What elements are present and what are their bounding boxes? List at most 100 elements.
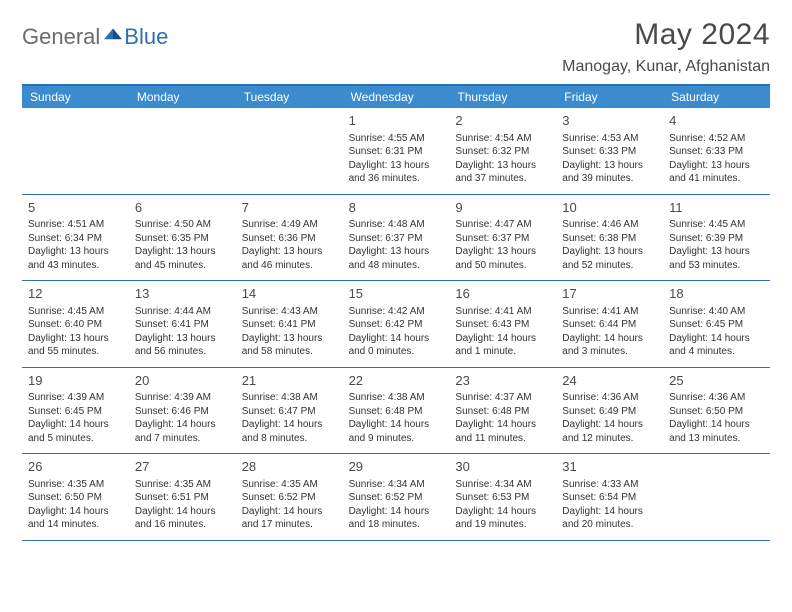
day-detail-line: Sunset: 6:35 PM [135, 232, 230, 246]
day-detail-line: and 52 minutes. [562, 259, 657, 273]
day-cell: 10Sunrise: 4:46 AMSunset: 6:38 PMDayligh… [556, 195, 663, 281]
day-detail-line: Sunrise: 4:54 AM [455, 132, 550, 146]
day-detail-line: Daylight: 13 hours [669, 245, 764, 259]
day-detail-line: Daylight: 14 hours [135, 505, 230, 519]
day-detail-line: Sunset: 6:54 PM [562, 491, 657, 505]
week-row: 26Sunrise: 4:35 AMSunset: 6:50 PMDayligh… [22, 454, 770, 541]
day-detail-line: Sunset: 6:38 PM [562, 232, 657, 246]
weekday-label: Monday [129, 86, 236, 108]
day-detail-line: Daylight: 13 hours [455, 245, 550, 259]
day-cell: 13Sunrise: 4:44 AMSunset: 6:41 PMDayligh… [129, 281, 236, 367]
day-detail-line: Sunrise: 4:42 AM [349, 305, 444, 319]
day-detail-line: and 7 minutes. [135, 432, 230, 446]
day-detail-line: Daylight: 13 hours [349, 159, 444, 173]
day-detail-line: Daylight: 13 hours [135, 245, 230, 259]
day-detail-line: Sunrise: 4:46 AM [562, 218, 657, 232]
day-cell: 19Sunrise: 4:39 AMSunset: 6:45 PMDayligh… [22, 368, 129, 454]
day-number: 24 [562, 372, 657, 390]
day-detail-line: and 55 minutes. [28, 345, 123, 359]
day-detail-line: Sunset: 6:50 PM [28, 491, 123, 505]
day-detail-line: Sunrise: 4:34 AM [349, 478, 444, 492]
title-block: May 2024 Manogay, Kunar, Afghanistan [562, 18, 770, 76]
day-number: 13 [135, 285, 230, 303]
day-detail-line: Sunrise: 4:55 AM [349, 132, 444, 146]
day-detail-line: Sunset: 6:34 PM [28, 232, 123, 246]
day-detail-line: Sunset: 6:45 PM [669, 318, 764, 332]
weeks-container: 1Sunrise: 4:55 AMSunset: 6:31 PMDaylight… [22, 108, 770, 541]
day-detail-line: Sunrise: 4:44 AM [135, 305, 230, 319]
day-detail-line: Sunrise: 4:45 AM [669, 218, 764, 232]
day-detail-line: and 39 minutes. [562, 172, 657, 186]
day-detail-line: and 43 minutes. [28, 259, 123, 273]
day-detail-line: Sunrise: 4:47 AM [455, 218, 550, 232]
empty-cell [22, 108, 129, 194]
day-detail-line: Sunrise: 4:52 AM [669, 132, 764, 146]
day-detail-line: Daylight: 13 hours [349, 245, 444, 259]
day-detail-line: Daylight: 13 hours [242, 245, 337, 259]
day-number: 11 [669, 199, 764, 217]
day-detail-line: Daylight: 14 hours [28, 418, 123, 432]
day-cell: 29Sunrise: 4:34 AMSunset: 6:52 PMDayligh… [343, 454, 450, 540]
day-detail-line: Daylight: 14 hours [562, 332, 657, 346]
day-cell: 6Sunrise: 4:50 AMSunset: 6:35 PMDaylight… [129, 195, 236, 281]
day-detail-line: and 45 minutes. [135, 259, 230, 273]
day-cell: 9Sunrise: 4:47 AMSunset: 6:37 PMDaylight… [449, 195, 556, 281]
day-detail-line: and 37 minutes. [455, 172, 550, 186]
day-detail-line: Daylight: 13 hours [135, 332, 230, 346]
day-detail-line: Daylight: 14 hours [455, 418, 550, 432]
day-number: 19 [28, 372, 123, 390]
day-cell: 8Sunrise: 4:48 AMSunset: 6:37 PMDaylight… [343, 195, 450, 281]
day-number: 4 [669, 112, 764, 130]
week-row: 12Sunrise: 4:45 AMSunset: 6:40 PMDayligh… [22, 281, 770, 368]
day-detail-line: Sunrise: 4:41 AM [455, 305, 550, 319]
day-cell: 12Sunrise: 4:45 AMSunset: 6:40 PMDayligh… [22, 281, 129, 367]
day-number: 8 [349, 199, 444, 217]
day-detail-line: Sunset: 6:43 PM [455, 318, 550, 332]
day-detail-line: Sunrise: 4:41 AM [562, 305, 657, 319]
day-detail-line: Sunset: 6:42 PM [349, 318, 444, 332]
day-detail-line: and 11 minutes. [455, 432, 550, 446]
day-detail-line: Sunset: 6:52 PM [349, 491, 444, 505]
day-detail-line: Sunset: 6:45 PM [28, 405, 123, 419]
day-number: 21 [242, 372, 337, 390]
day-detail-line: and 53 minutes. [669, 259, 764, 273]
day-detail-line: and 20 minutes. [562, 518, 657, 532]
day-detail-line: Daylight: 14 hours [349, 418, 444, 432]
day-detail-line: Daylight: 13 hours [28, 245, 123, 259]
day-detail-line: and 8 minutes. [242, 432, 337, 446]
day-detail-line: Sunrise: 4:51 AM [28, 218, 123, 232]
day-detail-line: Daylight: 14 hours [135, 418, 230, 432]
day-detail-line: Daylight: 13 hours [455, 159, 550, 173]
day-detail-line: and 13 minutes. [669, 432, 764, 446]
day-number: 22 [349, 372, 444, 390]
day-cell: 1Sunrise: 4:55 AMSunset: 6:31 PMDaylight… [343, 108, 450, 194]
empty-cell [663, 454, 770, 540]
day-cell: 11Sunrise: 4:45 AMSunset: 6:39 PMDayligh… [663, 195, 770, 281]
day-number: 12 [28, 285, 123, 303]
day-number: 17 [562, 285, 657, 303]
day-cell: 15Sunrise: 4:42 AMSunset: 6:42 PMDayligh… [343, 281, 450, 367]
day-number: 15 [349, 285, 444, 303]
day-number: 9 [455, 199, 550, 217]
day-detail-line: Sunset: 6:41 PM [242, 318, 337, 332]
header: General Blue May 2024 Manogay, Kunar, Af… [22, 18, 770, 76]
day-number: 28 [242, 458, 337, 476]
day-cell: 28Sunrise: 4:35 AMSunset: 6:52 PMDayligh… [236, 454, 343, 540]
day-detail-line: Sunrise: 4:35 AM [242, 478, 337, 492]
day-detail-line: Daylight: 13 hours [669, 159, 764, 173]
day-detail-line: and 41 minutes. [669, 172, 764, 186]
day-detail-line: Sunset: 6:49 PM [562, 405, 657, 419]
calendar-page: General Blue May 2024 Manogay, Kunar, Af… [0, 0, 792, 559]
day-cell: 30Sunrise: 4:34 AMSunset: 6:53 PMDayligh… [449, 454, 556, 540]
weekday-label: Thursday [449, 86, 556, 108]
day-detail-line: and 56 minutes. [135, 345, 230, 359]
brand-mark-icon [104, 26, 122, 40]
day-detail-line: and 12 minutes. [562, 432, 657, 446]
brand-logo: General Blue [22, 18, 168, 50]
day-detail-line: Sunrise: 4:38 AM [242, 391, 337, 405]
day-cell: 21Sunrise: 4:38 AMSunset: 6:47 PMDayligh… [236, 368, 343, 454]
day-cell: 3Sunrise: 4:53 AMSunset: 6:33 PMDaylight… [556, 108, 663, 194]
day-number: 2 [455, 112, 550, 130]
day-detail-line: and 36 minutes. [349, 172, 444, 186]
day-detail-line: and 16 minutes. [135, 518, 230, 532]
